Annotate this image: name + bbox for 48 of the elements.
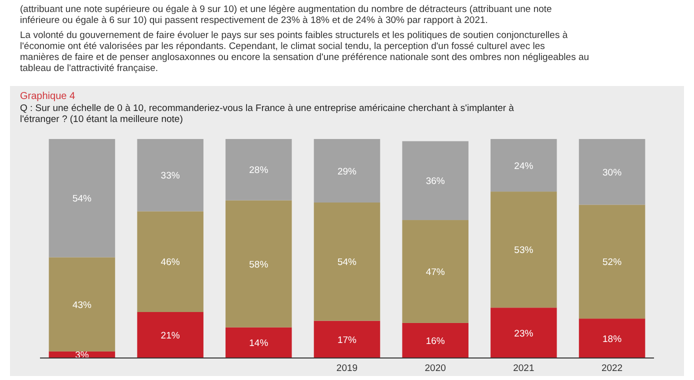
data-label: 18% — [602, 334, 622, 345]
bar — [314, 139, 380, 203]
bar — [314, 202, 380, 321]
bar — [48, 257, 116, 352]
data-label: 54% — [72, 194, 92, 205]
data-label: 17% — [337, 334, 358, 346]
bar — [402, 322, 468, 358]
data-label: 53% — [514, 245, 534, 256]
bar — [402, 141, 468, 220]
bar — [578, 318, 646, 358]
x-tick-label: 2022 — [601, 363, 623, 374]
chart-title: Graphique 4 — [20, 91, 76, 102]
bar — [490, 139, 557, 192]
data-label: 23% — [514, 328, 534, 340]
bar — [578, 139, 646, 205]
x-tick-label: 2020 — [424, 363, 446, 374]
bar — [48, 139, 116, 258]
bar — [137, 139, 204, 212]
bar — [137, 312, 204, 358]
bar — [314, 320, 380, 358]
text: La volonté du gouvernement de faire évoluer le pays sur ses points faibles structurels et les politiques de soutien conjoncturelles à l'économie ont été valorisées par les répondants. Cependant, le climat social tendu, la perception d'un fossé culturel avec les manières de faire et de penser anglosaxonnes ou encore la sensation d'une préférence nationale sont des ombres non négligeables au tableau de l'attractivité française. — [20, 30, 590, 74]
x-tick-label: 2021 — [513, 363, 534, 374]
text: (attribuant une note supérieure ou égale à 9 sur 10) et une légère augmentation du nombre de détracteurs (attribuant une note inférieure ou égale à 6 sur 10) qui passent respectivement de 23% à 18% et de 24% à 30% par rapport à 2021. — [20, 4, 552, 26]
data-label: 43% — [72, 300, 92, 311]
bar — [226, 200, 292, 328]
data-label: 30% — [602, 167, 622, 178]
data-label: 21% — [160, 330, 180, 342]
bar — [226, 327, 292, 358]
data-label: 14% — [249, 338, 269, 350]
data-label: 47% — [426, 266, 446, 278]
bar — [226, 139, 292, 200]
data-label: 46% — [160, 257, 180, 268]
data-label: 33% — [160, 170, 180, 182]
data-label: 29% — [337, 166, 358, 178]
data-label: 28% — [249, 165, 269, 176]
data-label: 54% — [337, 257, 358, 268]
bar — [490, 192, 557, 308]
data-label: 36% — [426, 176, 446, 188]
data-label: 24% — [514, 160, 534, 172]
x-tick-label: 2019 — [336, 363, 358, 374]
data-label: 16% — [426, 336, 446, 347]
bar — [137, 211, 204, 312]
bar — [490, 308, 557, 358]
bar — [578, 204, 646, 319]
data-label: 52% — [602, 257, 622, 268]
chart-subtitle: Q : Sur une échelle de 0 à 10, recommanderiez-vous la France à une entreprise américaine cherchant à s'implanter à l'étranger ? (10 étant la meilleure note) — [20, 103, 515, 125]
bar — [402, 220, 468, 323]
data-label: 58% — [249, 259, 269, 270]
